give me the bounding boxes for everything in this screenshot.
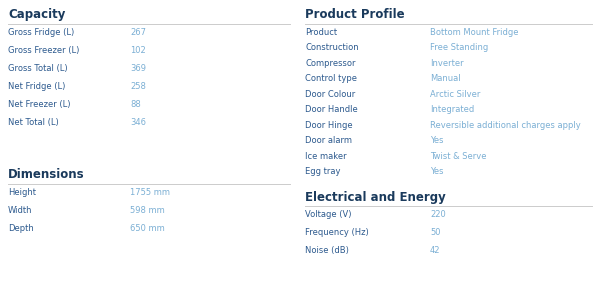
Text: Door Handle: Door Handle xyxy=(305,105,358,114)
Text: Bottom Mount Fridge: Bottom Mount Fridge xyxy=(430,28,518,37)
Text: 42: 42 xyxy=(430,246,440,255)
Text: Egg tray: Egg tray xyxy=(305,167,341,176)
Text: Capacity: Capacity xyxy=(8,8,65,21)
Text: Height: Height xyxy=(8,188,36,197)
Text: Manual: Manual xyxy=(430,74,461,83)
Text: 1755 mm: 1755 mm xyxy=(130,188,170,197)
Text: Net Total (L): Net Total (L) xyxy=(8,118,59,127)
Text: 598 mm: 598 mm xyxy=(130,206,165,215)
Text: 650 mm: 650 mm xyxy=(130,224,165,233)
Text: Gross Fridge (L): Gross Fridge (L) xyxy=(8,28,74,37)
Text: Product Profile: Product Profile xyxy=(305,8,404,21)
Text: Yes: Yes xyxy=(430,136,443,145)
Text: Inverter: Inverter xyxy=(430,59,464,68)
Text: Net Fridge (L): Net Fridge (L) xyxy=(8,82,65,91)
Text: 50: 50 xyxy=(430,228,440,237)
Text: Integrated: Integrated xyxy=(430,105,474,114)
Text: Reversible additional charges apply: Reversible additional charges apply xyxy=(430,121,581,130)
Text: 88: 88 xyxy=(130,100,141,108)
Text: 267: 267 xyxy=(130,28,146,37)
Text: 220: 220 xyxy=(430,210,446,219)
Text: Construction: Construction xyxy=(305,43,359,52)
Text: Control type: Control type xyxy=(305,74,357,83)
Text: Gross Total (L): Gross Total (L) xyxy=(8,64,68,73)
Text: Free Standing: Free Standing xyxy=(430,43,488,52)
Text: Yes: Yes xyxy=(430,167,443,176)
Text: Product: Product xyxy=(305,28,337,37)
Text: 102: 102 xyxy=(130,46,146,55)
Text: Dimensions: Dimensions xyxy=(8,168,85,181)
Text: Door Colour: Door Colour xyxy=(305,89,355,99)
Text: Electrical and Energy: Electrical and Energy xyxy=(305,191,446,204)
Text: Door Hinge: Door Hinge xyxy=(305,121,353,130)
Text: Frequency (Hz): Frequency (Hz) xyxy=(305,228,369,237)
Text: Net Freezer (L): Net Freezer (L) xyxy=(8,100,71,108)
Text: Compressor: Compressor xyxy=(305,59,355,68)
Text: Twist & Serve: Twist & Serve xyxy=(430,152,487,160)
Text: 346: 346 xyxy=(130,118,146,127)
Text: Noise (dB): Noise (dB) xyxy=(305,246,349,255)
Text: Voltage (V): Voltage (V) xyxy=(305,210,352,219)
Text: Ice maker: Ice maker xyxy=(305,152,347,160)
Text: Arctic Silver: Arctic Silver xyxy=(430,89,481,99)
Text: Door alarm: Door alarm xyxy=(305,136,352,145)
Text: Gross Freezer (L): Gross Freezer (L) xyxy=(8,46,79,55)
Text: 258: 258 xyxy=(130,82,146,91)
Text: Width: Width xyxy=(8,206,32,215)
Text: 369: 369 xyxy=(130,64,146,73)
Text: Depth: Depth xyxy=(8,224,34,233)
